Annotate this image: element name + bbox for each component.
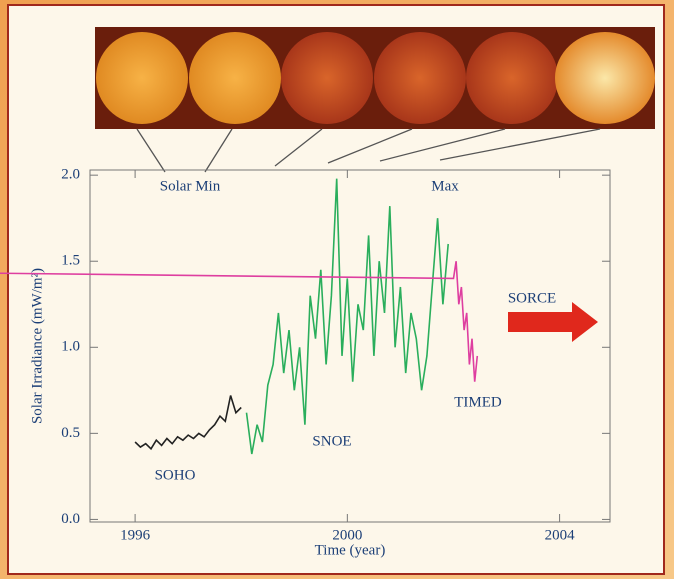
sun-strip — [95, 27, 655, 129]
x-tick-label: 2000 — [332, 527, 362, 543]
arrow — [508, 302, 598, 342]
annotation: SNOE — [312, 433, 351, 449]
annotation: TIMED — [454, 394, 502, 410]
x-tick-label: 1996 — [120, 527, 151, 543]
connector-lines — [136, 128, 601, 173]
x-tick-label: 2004 — [545, 527, 576, 543]
annotation: SORCE — [508, 290, 556, 306]
series-line — [245, 178, 449, 455]
series-line — [0, 261, 479, 382]
annotation: SOHO — [155, 467, 196, 483]
y-tick-label: 1.5 — [61, 253, 80, 269]
y-axis-label: Solar Irradiance (mW/m²) — [29, 268, 45, 424]
y-tick-label: 2.0 — [61, 167, 80, 183]
y-tick-label: 0.0 — [61, 511, 80, 527]
y-tick-label: 0.5 — [61, 425, 80, 441]
annotation: Solar Min — [160, 178, 221, 194]
x-axis-label: Time (year) — [315, 542, 386, 558]
plot-frame — [89, 169, 611, 523]
y-tick-label: 1.0 — [61, 339, 80, 355]
series-line — [134, 395, 242, 451]
annotation: Max — [431, 178, 459, 194]
